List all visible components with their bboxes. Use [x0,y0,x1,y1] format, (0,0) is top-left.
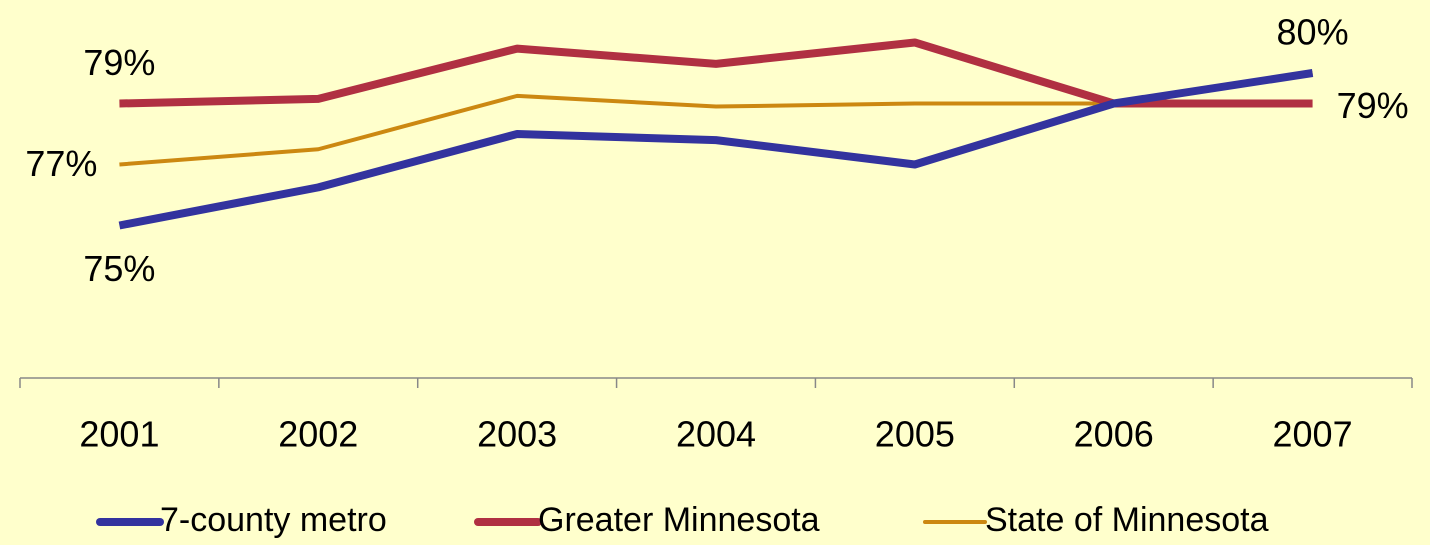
legend-text: Greater Minnesota [538,501,820,539]
x-tick-label: 2003 [477,414,557,455]
data-label: 75% [83,248,155,289]
series-line [118,69,1314,230]
legend-text: State of Minnesota [985,501,1269,539]
x-tick-label: 2002 [278,414,358,455]
series-line [119,38,1313,108]
x-tick-label: 2006 [1074,414,1154,455]
data-label: 79% [83,42,155,83]
data-label: 79% [1337,85,1409,126]
legend-text: 7-county metro [160,501,387,539]
data-label: 80% [1277,12,1349,53]
x-tick-label: 2001 [79,414,159,455]
series-line [119,71,1313,167]
x-tick-label: 2005 [875,414,955,455]
data-label: 77% [25,143,97,184]
x-tick-label: 2004 [676,414,756,455]
x-tick-label: 2007 [1273,414,1353,455]
